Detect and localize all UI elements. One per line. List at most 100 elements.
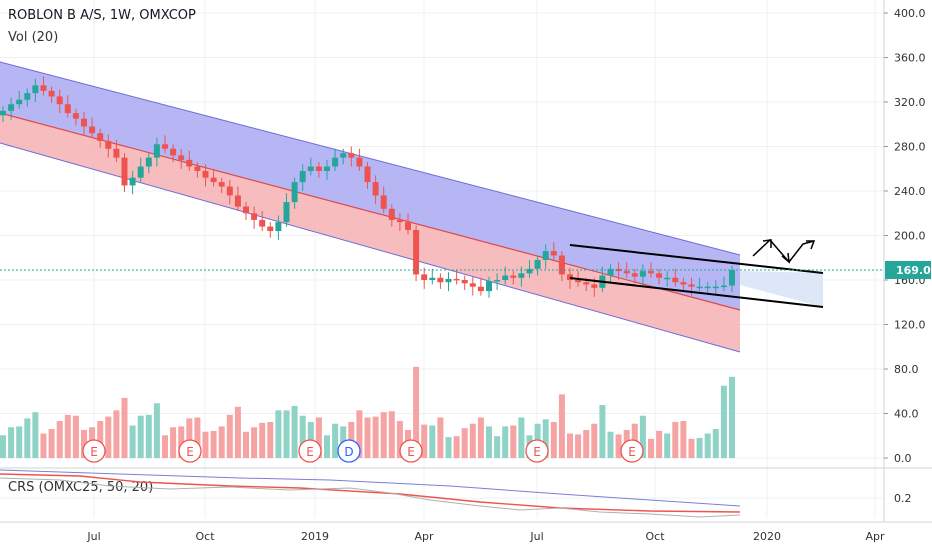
volume-bar — [567, 433, 573, 458]
volume-bar — [234, 406, 241, 458]
price-candles — [0, 76, 735, 298]
candle-body — [486, 281, 492, 292]
volume-bar — [113, 410, 120, 458]
candle-body — [396, 219, 403, 223]
candle-body — [226, 186, 233, 196]
candle-body — [105, 140, 112, 149]
event-label: E — [306, 445, 314, 459]
volume-bar — [396, 421, 403, 458]
wedge-lower-line — [569, 277, 824, 308]
volume-bar — [72, 415, 79, 458]
candle-body — [372, 182, 379, 196]
candle-body — [64, 104, 71, 114]
projection-box — [740, 271, 823, 307]
candle-body — [494, 280, 501, 282]
candle-body — [218, 182, 225, 187]
volume-bar — [202, 431, 209, 458]
volume-bar — [729, 376, 735, 458]
volume-bar — [129, 425, 136, 458]
candle-body — [405, 222, 411, 230]
time-axis-label: Oct — [645, 530, 665, 543]
candle-body — [623, 271, 630, 274]
candle-body — [121, 157, 128, 186]
candle-body — [591, 284, 598, 288]
candle-body — [453, 278, 460, 281]
volume-bar — [664, 433, 671, 458]
volume-bar — [283, 410, 290, 458]
volume-bar — [502, 426, 509, 458]
symbol-title: ROBLON B A/S, 1W, OMXCOP — [8, 8, 196, 23]
time-axis-label: Jul — [86, 530, 100, 543]
crs-legend: CRS (OMXC25, 50, 20) — [8, 480, 153, 495]
volume-bar — [720, 385, 727, 458]
volume-bar — [315, 417, 322, 458]
volume-bar — [24, 418, 31, 458]
volume-bar — [413, 366, 420, 458]
candle-body — [340, 153, 347, 158]
candle-body — [388, 208, 395, 220]
volume-bar — [672, 421, 679, 458]
regression-channel — [0, 61, 741, 353]
price-axis-label: 80.0 — [894, 363, 919, 376]
candle-body — [210, 177, 217, 183]
candle-body — [48, 90, 55, 97]
candle-body — [202, 170, 209, 178]
volume-bar — [145, 414, 152, 458]
volume-bar — [364, 417, 371, 458]
crs-line — [0, 473, 741, 513]
volume-bar — [121, 397, 128, 458]
candle-body — [607, 268, 614, 276]
volume-bar — [712, 429, 719, 458]
volume-bar — [186, 418, 193, 458]
candle-body — [283, 202, 290, 223]
candle-body — [275, 222, 282, 232]
candle-body — [299, 170, 306, 183]
candle-body — [194, 166, 201, 171]
volume-bar — [550, 421, 557, 458]
price-axis-label: 280.0 — [894, 141, 926, 154]
volume-bar — [494, 436, 501, 458]
volume-bar — [583, 429, 590, 458]
candle-body — [137, 166, 144, 178]
candle-body — [680, 282, 687, 285]
volume-bar — [8, 427, 15, 458]
candle-body — [615, 268, 622, 272]
candle-body — [364, 166, 371, 183]
candle-body — [0, 110, 6, 116]
candle-body — [153, 144, 160, 158]
candle-body — [145, 157, 152, 167]
price-axis-label: 320.0 — [894, 96, 926, 109]
candle-body — [81, 118, 87, 127]
volume-bar — [372, 416, 379, 458]
last-price-badge — [885, 260, 931, 279]
channel-upper-band — [0, 62, 740, 310]
candle-body — [421, 274, 428, 280]
forecast-arrowhead — [806, 240, 816, 250]
candle-body — [72, 113, 79, 119]
volume-bar — [615, 434, 622, 458]
volume-bar — [48, 429, 55, 458]
event-marker — [525, 439, 549, 463]
candle-body — [170, 148, 177, 156]
volume-bar — [0, 435, 6, 458]
candle-body — [113, 148, 120, 158]
volume-bar — [226, 414, 233, 458]
event-label: E — [90, 445, 98, 459]
candle-body — [729, 269, 735, 286]
volume-bar — [558, 394, 565, 458]
volume-bar — [275, 410, 282, 458]
volume-bar — [324, 435, 330, 458]
candle-body — [575, 280, 582, 283]
volume-bar — [40, 433, 47, 458]
volume-bar — [194, 417, 201, 458]
price-axis-label: 240.0 — [894, 185, 926, 198]
volume-bar — [688, 438, 695, 458]
price-axis-label: 0.0 — [894, 452, 912, 465]
event-marker — [399, 439, 423, 463]
candle-body — [469, 283, 476, 287]
crs-ma-line — [0, 469, 741, 507]
candle-body — [267, 226, 274, 232]
volume-bar — [429, 425, 436, 458]
